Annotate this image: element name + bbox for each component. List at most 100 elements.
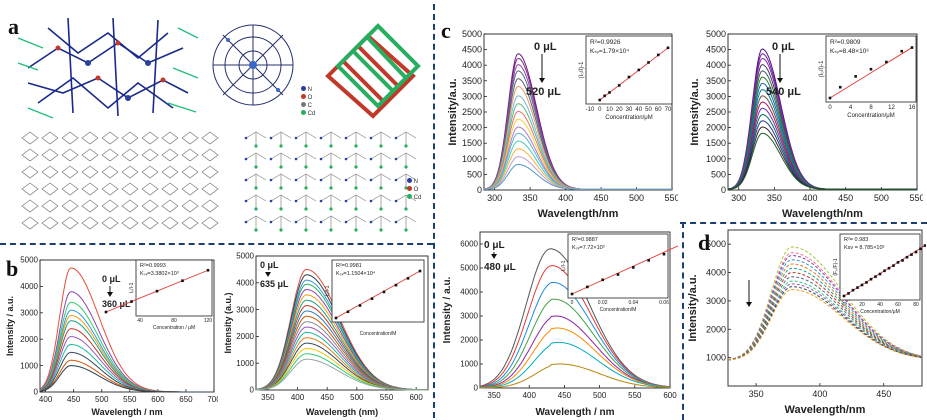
y-tick-label: 5000 bbox=[706, 239, 726, 249]
cd-atom bbox=[279, 186, 283, 190]
inset-frame bbox=[585, 35, 673, 105]
inset-fit-line bbox=[571, 245, 678, 295]
inset-data-point bbox=[842, 294, 846, 298]
inset-r-squared: R²= 0.983 bbox=[844, 237, 868, 243]
cd-atom bbox=[329, 186, 333, 190]
packing-motif bbox=[141, 148, 159, 162]
n-atom bbox=[344, 157, 348, 161]
inset-data-point bbox=[627, 75, 631, 79]
spectrum-series bbox=[727, 289, 923, 361]
packing-motif bbox=[245, 152, 267, 167]
n-atom bbox=[369, 136, 373, 140]
n-atom bbox=[319, 220, 323, 224]
inset-data-point bbox=[632, 266, 635, 269]
y-axis-label: Intensity/a.u. bbox=[447, 78, 459, 145]
annotation-start-volume: 0 μL bbox=[534, 41, 557, 53]
n-atom bbox=[344, 178, 348, 182]
packing-motif bbox=[395, 173, 417, 188]
packing-motif bbox=[201, 182, 219, 196]
inset-data-point bbox=[901, 259, 904, 262]
inset-data-point bbox=[869, 67, 873, 71]
x-tick-label: 500 bbox=[593, 391, 607, 400]
inset-r-squared: R²=0.9981 bbox=[336, 263, 362, 269]
packing-motif bbox=[320, 215, 342, 230]
y-tick-label: 4000 bbox=[20, 282, 38, 291]
packing-motif bbox=[161, 182, 179, 196]
packing-motif bbox=[101, 216, 119, 230]
packing-motif bbox=[181, 148, 199, 162]
cd-atom bbox=[354, 207, 358, 211]
cd-atom bbox=[404, 186, 408, 190]
spectrum-series bbox=[727, 267, 923, 361]
y-tick-label: 3000 bbox=[462, 91, 482, 101]
n-atom bbox=[294, 178, 298, 182]
packing-motif bbox=[345, 215, 367, 230]
n-atom bbox=[269, 199, 273, 203]
crystal-packing-image-2 bbox=[244, 131, 417, 232]
divider-horizontal-left bbox=[0, 243, 433, 245]
spectrum-series bbox=[39, 365, 214, 393]
spectrum-series bbox=[479, 298, 671, 388]
n-atom bbox=[294, 220, 298, 224]
y-tick-label: 2000 bbox=[706, 324, 726, 334]
y-axis-label: Intensity / a.u. bbox=[5, 296, 15, 356]
cd-atom bbox=[354, 228, 358, 232]
crystal-structure-image-2 bbox=[212, 24, 294, 106]
x-axis-label: Wavelength/nm bbox=[538, 208, 619, 220]
cd-atom bbox=[329, 165, 333, 169]
spectrum-series bbox=[727, 259, 923, 361]
n-atom bbox=[394, 178, 398, 182]
packing-motif bbox=[121, 165, 139, 179]
packing-motif bbox=[181, 165, 199, 179]
spectrum-series bbox=[479, 327, 671, 389]
x-tick-label: 500 bbox=[874, 193, 889, 203]
arrow-head bbox=[491, 254, 497, 259]
inset-data-point bbox=[860, 283, 864, 287]
n-atom bbox=[369, 178, 373, 182]
legend-b-o: O bbox=[413, 187, 419, 193]
packing-motif bbox=[61, 182, 79, 196]
inset-x-tick-label: 0 bbox=[598, 107, 602, 113]
x-tick-label: 550 bbox=[664, 193, 678, 203]
cd-atom bbox=[279, 228, 283, 232]
inset-x-tick-label: 0 bbox=[828, 105, 832, 111]
packing-motif bbox=[81, 131, 99, 145]
x-tick-label: 600 bbox=[663, 391, 677, 400]
inset-y-axis-label: I₀/I-1 bbox=[129, 282, 135, 293]
packing-motif bbox=[270, 131, 292, 146]
annotation-start-volume: 0 μL bbox=[772, 41, 795, 53]
inset-data-point bbox=[900, 49, 904, 53]
inset-ksv: Kₛᵥ=8.48×10³ bbox=[830, 48, 869, 55]
packing-motif bbox=[101, 131, 119, 145]
packing-motif bbox=[395, 215, 417, 230]
n-atom bbox=[394, 157, 398, 161]
inset-data-point bbox=[838, 85, 842, 89]
packing-motif bbox=[41, 148, 59, 162]
packing-motif bbox=[21, 165, 39, 179]
y-tick-label: 0 bbox=[250, 386, 255, 395]
y-tick-label: 4000 bbox=[706, 60, 726, 70]
x-tick-label: 500 bbox=[350, 393, 364, 402]
cd-atom bbox=[404, 165, 408, 169]
inset-data-point bbox=[923, 244, 926, 247]
packing-motif bbox=[81, 199, 99, 213]
inset-y-axis-label: I₀/I-1 bbox=[325, 285, 331, 296]
cd-atom bbox=[404, 228, 408, 232]
y-tick-label: 5000 bbox=[236, 252, 254, 261]
packing-motif bbox=[201, 199, 219, 213]
panel-label-d: d bbox=[698, 230, 711, 255]
y-tick-label: 2000 bbox=[236, 332, 254, 341]
x-tick-label: 550 bbox=[380, 393, 394, 402]
inset-ksv: Kₛᵥ=1.79×10⁴ bbox=[590, 48, 629, 55]
inset-x-axis-label: Concentration/μM bbox=[847, 113, 894, 119]
x-axis-label: Wavelength / nm bbox=[91, 407, 162, 417]
packing-motif bbox=[141, 182, 159, 196]
cd-atom bbox=[354, 165, 358, 169]
packing-motif bbox=[141, 216, 159, 230]
spectra-group bbox=[727, 48, 917, 190]
n-atom bbox=[244, 220, 248, 224]
inset-data-point bbox=[382, 290, 386, 294]
packing-motif bbox=[161, 131, 179, 145]
x-tick-label: 400 bbox=[803, 193, 818, 203]
packing-motif bbox=[270, 194, 292, 209]
